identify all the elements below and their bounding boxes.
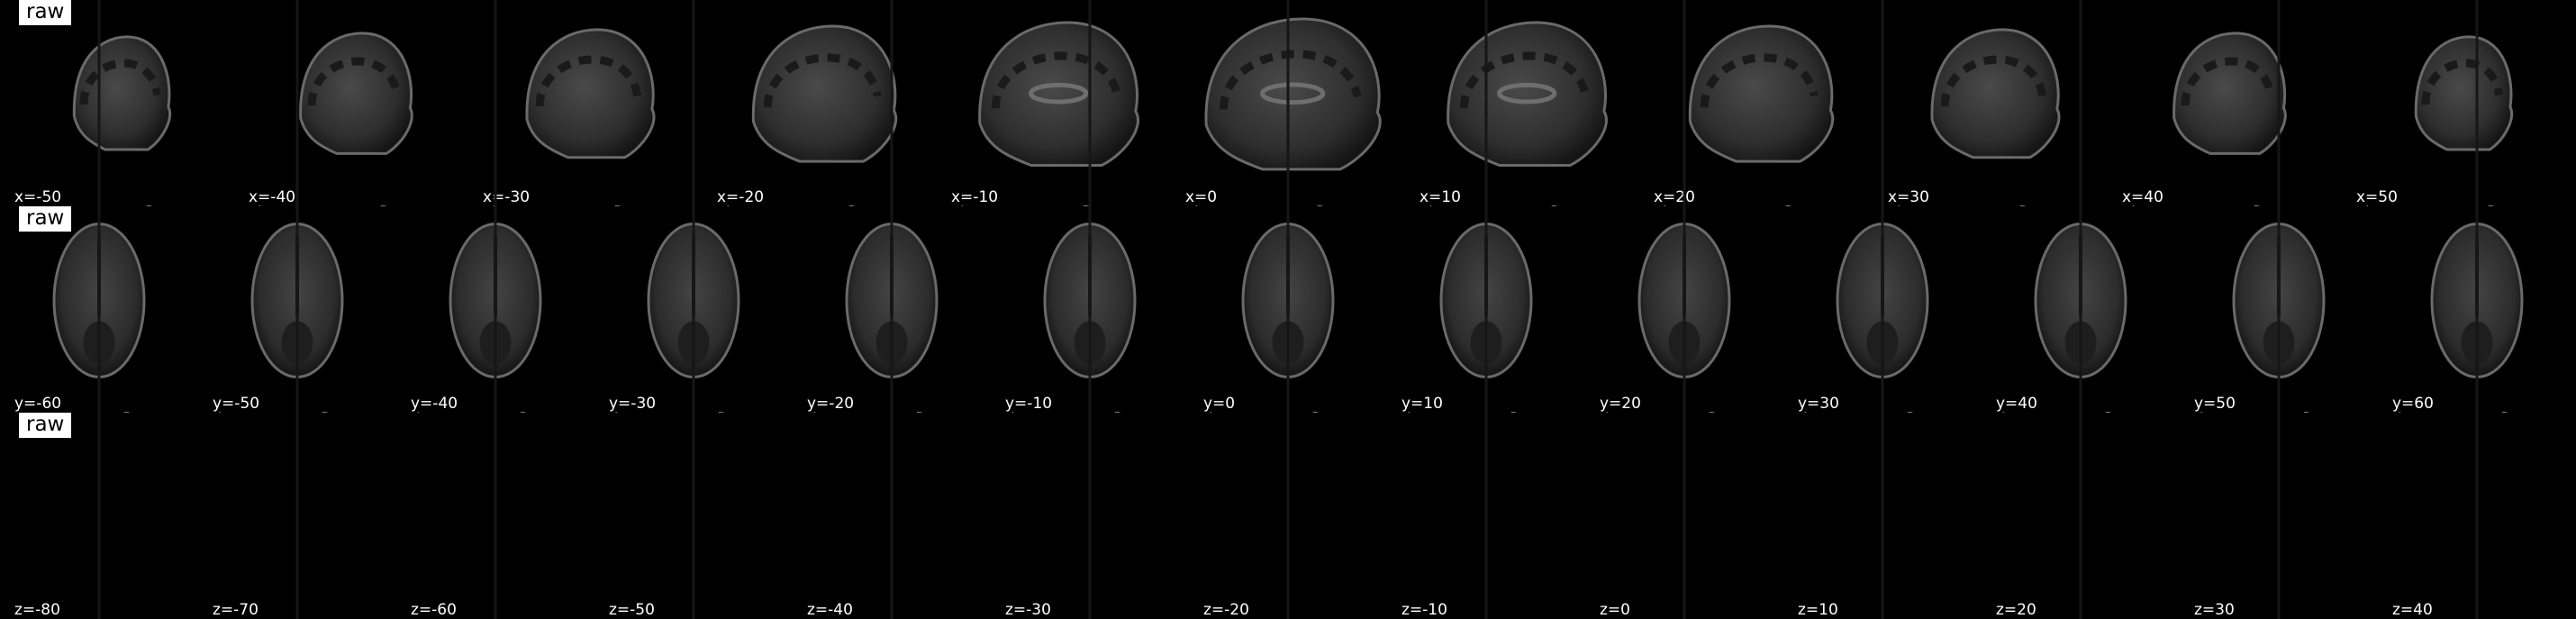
slice-coordinate-label: z=-50	[609, 601, 655, 619]
sagittal-slice-head	[525, 28, 656, 159]
slice-coordinate-label: x=50	[2356, 188, 2398, 206]
slice-coordinate-label: y=-30	[609, 395, 657, 413]
slice-coordinate-label: y=-20	[807, 395, 855, 413]
sagittal-slice: x=10	[1405, 0, 1639, 206]
slice-coordinate-label: z=10	[1798, 601, 1838, 619]
display-title: raw	[19, 206, 72, 232]
sagittal-slice-head	[2172, 32, 2287, 155]
sagittal-slice: x=-20	[703, 0, 937, 206]
axial-slice: z=30	[2180, 0, 2378, 619]
axial-slice: z=-80	[0, 0, 198, 619]
slice-coordinate-label: x=-50	[14, 188, 62, 206]
slice-coordinate-label: x=0	[1185, 188, 1218, 206]
axial-slice: z=-60	[396, 0, 594, 619]
axial-slice: z=20	[1982, 0, 2180, 619]
sagittal-slice-head	[978, 21, 1139, 167]
axial-slice: z=-70	[198, 0, 396, 619]
slice-coordinate-label: z=-40	[807, 601, 853, 619]
slice-coordinate-label: z=-10	[1401, 601, 1447, 619]
axial-slice: z=-20	[1189, 0, 1387, 619]
display-title: raw	[19, 0, 72, 25]
slice-coordinate-label: z=-70	[213, 601, 259, 619]
slice-coordinate-label: z=-20	[1203, 601, 1249, 619]
axial-slice: z=-50	[594, 0, 793, 619]
axial-slice: z=0	[1585, 0, 1783, 619]
slice-coordinate-label: z=-80	[14, 601, 60, 619]
sagittal-slice-head	[1930, 28, 2061, 159]
slice-coordinate-label: z=0	[1600, 601, 1630, 619]
slice-coordinate-label: x=-40	[249, 188, 296, 206]
display-title: raw	[19, 413, 72, 438]
slice-coordinate-label: y=20	[1600, 395, 1641, 413]
sagittal-slice: x=20	[1639, 0, 1873, 206]
sagittal-slice: x=0	[1171, 0, 1405, 206]
slice-coordinate-label: x=20	[1654, 188, 1695, 206]
slice-coordinate-label: z=30	[2194, 601, 2235, 619]
axial-slice: z=40	[2378, 0, 2576, 619]
axial-slice: z=-10	[1387, 0, 1585, 619]
slice-coordinate-label: z=-30	[1005, 601, 1051, 619]
slice-coordinate-label: x=-10	[951, 188, 999, 206]
slice-coordinate-label: x=-20	[717, 188, 765, 206]
slice-coordinate-label: z=-60	[411, 601, 457, 619]
slice-coordinate-label: x=10	[1420, 188, 1461, 206]
sagittal-slice: x=30	[1873, 0, 2108, 206]
slice-coordinate-label: x=-30	[483, 188, 531, 206]
slice-coordinate-label: y=-40	[411, 395, 458, 413]
slice-coordinate-label: z=20	[1996, 601, 2036, 619]
slice-coordinate-label: y=0	[1203, 395, 1236, 413]
sagittal-slice-head	[751, 24, 898, 163]
sagittal-slice-head	[2414, 35, 2513, 151]
slice-coordinate-label: y=-10	[1005, 395, 1053, 413]
slice-coordinate-label: y=-60	[14, 395, 62, 413]
sagittal-slice: x=50	[2342, 0, 2576, 206]
axial-slice: z=-30	[991, 0, 1189, 619]
slice-coordinate-label: y=40	[1996, 395, 2037, 413]
slice-coordinate-label: y=30	[1798, 395, 1839, 413]
sagittal-slice-head	[299, 32, 413, 155]
slice-coordinate-label: x=30	[1888, 188, 1929, 206]
slice-coordinate-label: y=-50	[213, 395, 260, 413]
sagittal-slice: x=-50	[0, 0, 234, 206]
sagittal-slice: x=-40	[234, 0, 468, 206]
slice-coordinate-label: y=10	[1401, 395, 1443, 413]
axial-slice: z=-40	[793, 0, 991, 619]
axial-slice: z=10	[1783, 0, 1982, 619]
sagittal-slice: x=-10	[937, 0, 1171, 206]
sagittal-slice-head	[1447, 21, 1608, 167]
slice-coordinate-label: z=40	[2392, 601, 2433, 619]
slice-coordinate-label: x=40	[2122, 188, 2163, 206]
sagittal-slice-head	[1204, 17, 1382, 171]
sagittal-slice: x=40	[2108, 0, 2342, 206]
sagittal-slice-head	[1688, 24, 1835, 163]
slice-coordinate-label: y=60	[2392, 395, 2434, 413]
sagittal-slice: x=-30	[468, 0, 703, 206]
slice-coordinate-label: y=50	[2194, 395, 2236, 413]
